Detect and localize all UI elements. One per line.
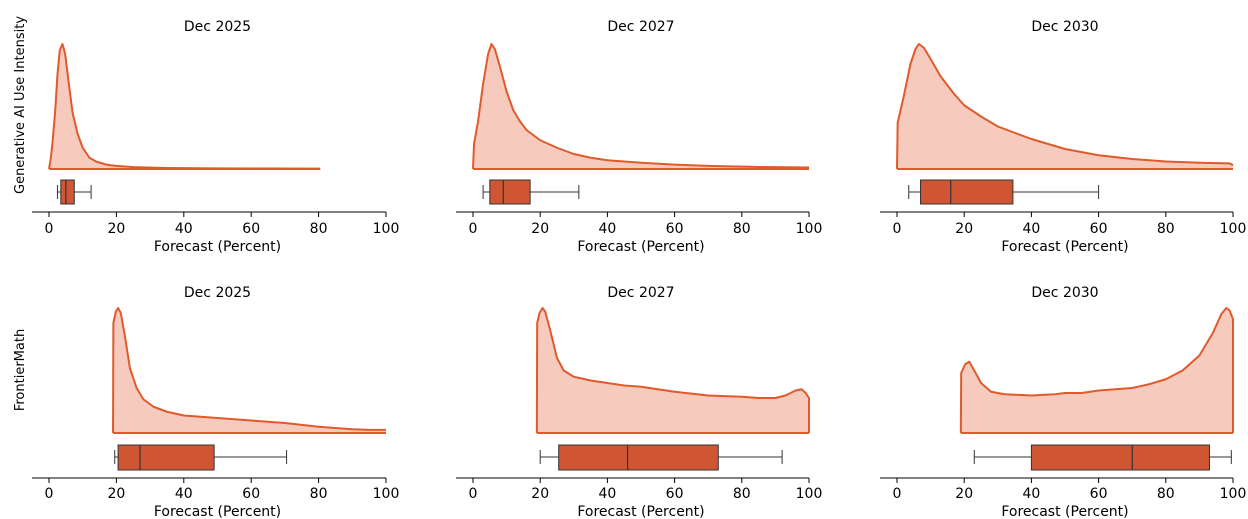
panel-1-2: Dec 2027 0 20 40 60 80 100 Forecast (Percent) [456,19,822,255]
x-tick-label: 80 [733,486,751,502]
x-tick-label: 20 [955,486,973,502]
iqr-box [558,444,719,471]
x-tick-label: 0 [893,221,902,237]
iqr-box [117,444,215,471]
panel-2-2: Dec 2027 0 20 40 60 80 100 Forecast (Percent) [456,285,822,519]
panel-1-1: Dec 2025 0 20 40 60 80 100 Forecast (Percent) [32,19,399,255]
x-tick-label: 0 [893,486,902,502]
x-tick-label: 40 [1022,221,1040,237]
x-tick-label: 100 [796,221,823,237]
x-tick-label: 0 [469,221,478,237]
panel-title: Dec 2027 [607,285,674,301]
panel-1-3: Dec 2030 0 20 40 60 80 100 Forecast (Percent) [880,19,1246,255]
x-tick-label: 60 [242,221,260,237]
panel-title: Dec 2027 [607,19,674,35]
x-tick-label: 20 [107,221,125,237]
x-tick-label: 80 [310,221,328,237]
x-tick-label: 80 [1157,221,1175,237]
panel-title: Dec 2025 [184,285,251,301]
x-tick-label: 100 [796,486,823,502]
iqr-box [489,179,531,205]
density-line [48,43,321,170]
x-tick-label: 100 [373,221,400,237]
density-line [535,307,810,434]
x-tick-label: 60 [1090,486,1108,502]
x-axis-label: Forecast (Percent) [577,504,704,519]
x-axis-label: Forecast (Percent) [1001,504,1128,519]
x-tick-label: 40 [1022,486,1040,502]
x-tick-label: 0 [469,486,478,502]
density-area [473,44,809,169]
density-area [113,308,386,433]
panel-title: Dec 2030 [1031,19,1098,35]
density-area [536,308,809,433]
x-tick-label: 80 [1157,486,1175,502]
x-tick-label: 80 [310,486,328,502]
density-line [112,307,386,434]
density-area [960,308,1233,433]
panel-title: Dec 2030 [1031,285,1098,301]
x-tick-label: 0 [45,221,54,237]
x-tick-label: 40 [175,486,193,502]
x-tick-label: 100 [1220,221,1247,237]
x-tick-label: 40 [175,221,193,237]
density-area [49,44,321,169]
density-line [959,307,1234,434]
x-tick-label: 20 [107,486,125,502]
x-tick-label: 40 [598,221,616,237]
x-tick-label: 60 [666,221,684,237]
x-axis-label: Forecast (Percent) [1001,239,1128,255]
panel-title: Dec 2025 [184,19,251,35]
panel-2-3: Dec 2030 0 20 40 60 80 100 Forecast (Percent) [880,285,1246,519]
density-line [472,43,810,170]
iqr-box [1030,444,1210,471]
x-tick-label: 60 [1090,221,1108,237]
iqr-box [60,179,75,205]
x-tick-label: 0 [45,486,54,502]
x-tick-label: 60 [666,486,684,502]
row-label: FrontierMath [13,329,28,411]
x-axis-label: Forecast (Percent) [154,504,281,519]
panel-2-1: Dec 2025 0 20 40 60 80 100 Forecast (Percent) [32,285,399,519]
x-tick-label: 20 [531,221,549,237]
x-tick-label: 100 [1220,486,1247,502]
x-tick-label: 80 [733,221,751,237]
density-area [897,44,1233,169]
density-line [896,43,1234,170]
row-label: Generative AI Use Intensity [13,16,28,194]
x-axis-label: Forecast (Percent) [154,239,281,255]
x-tick-label: 100 [373,486,400,502]
iqr-box [920,179,1014,205]
x-axis-label: Forecast (Percent) [577,239,704,255]
x-tick-label: 60 [242,486,260,502]
x-tick-label: 40 [598,486,616,502]
x-tick-label: 20 [531,486,549,502]
x-tick-label: 20 [955,221,973,237]
